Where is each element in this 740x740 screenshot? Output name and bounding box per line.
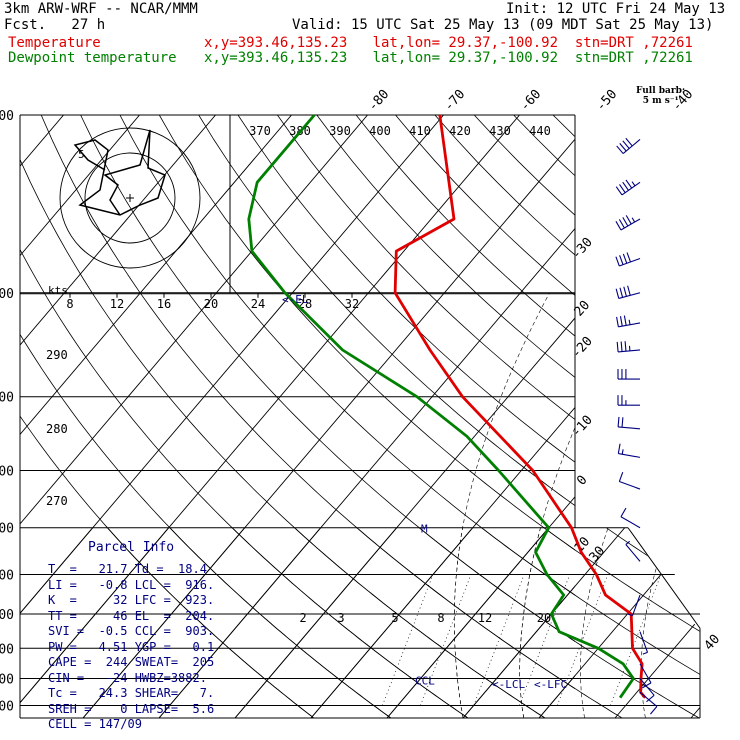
temperature-legend-info: x,y=393.46,135.23 lat,lon= 29.37,-100.92… (204, 35, 693, 51)
wind-barb (615, 215, 641, 231)
parcel-info-row: Tc = 24.3 SHEAR= 7. (48, 686, 215, 700)
pressure-tick-200: 200 (0, 287, 14, 302)
theta-label-430: 430 (489, 124, 511, 138)
wind-barb (616, 137, 641, 155)
theta-label-420: 420 (449, 124, 471, 138)
pressure-tick-500: 500 (0, 522, 14, 537)
wind-barb (616, 315, 641, 328)
parcel-info-row: LI = -0.8 LCL = 916. (48, 577, 215, 592)
wind-barb (616, 341, 641, 353)
wind-barb (615, 179, 641, 196)
hodograph-speed-32: 32 (345, 297, 359, 311)
hodograph-speed-24: 24 (251, 297, 265, 311)
theta-label-390: 390 (329, 124, 351, 138)
el-marker: <-EL (282, 293, 309, 306)
wind-barb (615, 252, 641, 267)
parcel-info-row: CAPE = 244 SWEAT= 205 (48, 655, 215, 669)
full-barb-legend: Full barb: 5 m s⁻¹ (636, 86, 685, 106)
parcel-info-row: T = 21.7 Td = 18.4 (48, 562, 207, 576)
hodograph-speed-16: 16 (157, 297, 171, 311)
wind-barb (639, 678, 655, 703)
pressure-tick-400: 400 (0, 465, 14, 480)
pressure-tick-300: 300 (0, 391, 14, 406)
hodograph-ring-label: 5 (78, 148, 85, 161)
isotherm-label--40: -40 (670, 87, 697, 114)
ccl-marker: CCL (415, 674, 435, 687)
parcel-info-row: TT = 46 EL = 204. (48, 608, 215, 623)
isotherm-label-0: 0 (574, 473, 590, 489)
isotherm-label--20: -20 (569, 334, 596, 361)
isotherm-label--50: -50 (594, 87, 621, 114)
wind-barb (639, 663, 652, 689)
forecast-hour: Fcst. 27 h (4, 17, 106, 33)
theta-label-370: 370 (249, 124, 271, 138)
wind-barb (627, 594, 641, 617)
theta-left-label-280: 280 (46, 422, 68, 436)
parcel-info-row: CIN = -24 HWBZ=3882. (48, 670, 207, 685)
wind-barb (617, 416, 641, 430)
full-barb-title: Full barb: (636, 86, 686, 96)
parcel-info-row: PW = 4.51 YGP = 0.1 (48, 639, 215, 654)
lfc-marker: <-LFC (534, 678, 567, 691)
init-time: Init: 12 UTC Fri 24 May 13 (506, 1, 726, 17)
mixing-ratio-label-3: 3 (337, 611, 344, 625)
dewpoint-legend-info: x,y=393.46,135.23 lat,lon= 29.37,-100.92… (204, 50, 693, 66)
pressure-tick-800: 800 (0, 642, 14, 657)
theta-left-label-270: 270 (46, 494, 68, 508)
wind-barb (639, 631, 649, 655)
isotherm-label--60: -60 (518, 87, 545, 114)
mixing-ratio-label-8: 8 (437, 611, 444, 625)
hodograph-speed-12: 12 (110, 297, 124, 311)
model-title: 3km ARW-WRF -- NCAR/MMM (4, 1, 198, 17)
mixing-ratio-label-12: 12 (478, 611, 492, 625)
wind-barb (625, 540, 641, 562)
theta-label-410: 410 (409, 124, 431, 138)
theta-label-440: 440 (529, 124, 551, 138)
wind-barb (617, 443, 641, 458)
wind-barb (618, 471, 641, 490)
wind-barb (615, 285, 641, 299)
hodograph-units-label: kts (48, 284, 68, 297)
isotherm-label-40: 40 (702, 632, 724, 654)
pressure-tick-700: 700 (0, 608, 14, 623)
m-marker: M (421, 523, 428, 536)
dewpoint-legend-label: Dewpoint temperature (8, 50, 177, 66)
temperature-line (393, 114, 647, 699)
hodograph-trace (73, 129, 166, 216)
pressure-tick-900: 900 (0, 672, 14, 687)
pressure-tick-600: 600 (0, 568, 14, 583)
wind-barb (617, 395, 640, 406)
pressure-tick-100: 100 (0, 109, 14, 124)
full-barb-units: 5 m s⁻¹ (642, 96, 679, 106)
isotherm-label--10: -10 (569, 413, 596, 440)
valid-time: Valid: 15 UTC Sat 25 May 13 (09 MDT Sat … (292, 17, 714, 33)
parcel-info-row: K = 32 LFC = 923. (48, 593, 215, 607)
dewpoint-line (247, 114, 635, 699)
temperature-legend-label: Temperature (8, 35, 101, 51)
parcel-info-row: CELL = 147/09 (48, 717, 142, 731)
theta-label-400: 400 (369, 124, 391, 138)
lcl-marker: <-LCL (492, 678, 525, 691)
parcel-info-row: SVI = -0.5 CCL = 903. (48, 624, 215, 638)
wind-barb (639, 691, 658, 715)
parcel-info-title: Parcel Info (88, 540, 175, 555)
wind-barb (620, 507, 641, 529)
hodograph-speed-8: 8 (66, 297, 73, 311)
wind-barb (617, 369, 640, 380)
theta-left-label-290: 290 (46, 348, 68, 362)
mixing-ratio-label-5: 5 (391, 611, 398, 625)
isotherm-label--70: -70 (442, 87, 469, 114)
isotherm-label--80: -80 (366, 87, 393, 114)
mixing-ratio-label-20: 20 (537, 611, 551, 625)
mixing-ratio-label-2: 2 (299, 611, 306, 625)
parcel-info-row: SREH = 0 LAPSE= 5.6 (48, 701, 215, 716)
isotherm-label--30: -30 (569, 235, 596, 262)
hodograph-speed-20: 20 (204, 297, 218, 311)
